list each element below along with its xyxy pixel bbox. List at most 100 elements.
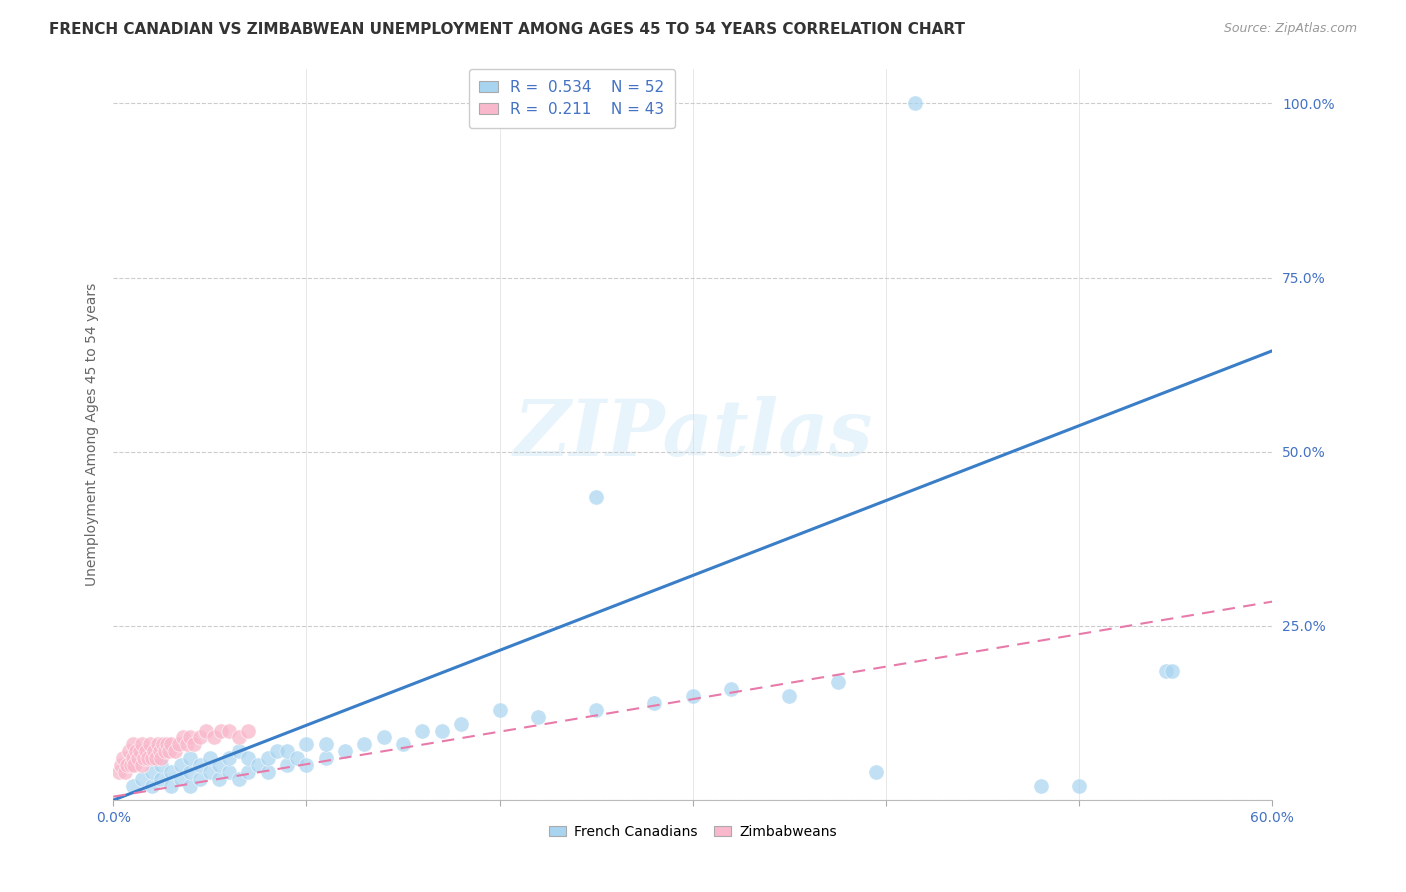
Point	[142, 744, 165, 758]
Point	[131, 772, 153, 787]
Point	[1161, 665, 1184, 679]
Point	[285, 751, 308, 765]
Point	[150, 772, 173, 787]
Point	[295, 738, 318, 752]
Point	[131, 738, 153, 752]
Point	[1029, 779, 1052, 793]
Point	[152, 738, 174, 752]
Point	[156, 738, 179, 752]
Point	[141, 779, 163, 793]
Point	[256, 751, 278, 765]
Point	[179, 779, 201, 793]
Point	[238, 765, 260, 780]
Point	[160, 779, 183, 793]
Point	[198, 765, 221, 780]
Point	[141, 751, 163, 765]
Point	[353, 738, 375, 752]
Point	[136, 751, 159, 765]
Point	[1154, 665, 1177, 679]
Point	[146, 738, 169, 752]
Point	[276, 758, 298, 772]
Point	[194, 723, 217, 738]
Point	[148, 744, 170, 758]
Point	[157, 744, 180, 758]
Point	[115, 758, 138, 772]
Point	[172, 731, 194, 745]
Point	[276, 744, 298, 758]
Text: FRENCH CANADIAN VS ZIMBABWEAN UNEMPLOYMENT AMONG AGES 45 TO 54 YEARS CORRELATION: FRENCH CANADIAN VS ZIMBABWEAN UNEMPLOYME…	[49, 22, 965, 37]
Point	[228, 744, 250, 758]
Point	[108, 765, 131, 780]
Point	[176, 738, 198, 752]
Point	[111, 751, 134, 765]
Point	[132, 751, 155, 765]
Point	[110, 758, 132, 772]
Point	[179, 751, 201, 765]
Point	[121, 738, 143, 752]
Point	[488, 703, 510, 717]
Point	[228, 731, 250, 745]
Point	[209, 723, 232, 738]
Point	[167, 738, 190, 752]
Point	[124, 758, 146, 772]
Point	[865, 765, 887, 780]
Point	[131, 758, 153, 772]
Point	[160, 738, 183, 752]
Point	[129, 744, 152, 758]
Point	[392, 738, 415, 752]
Point	[1069, 779, 1091, 793]
Point	[179, 765, 201, 780]
Point	[188, 758, 211, 772]
Point	[202, 731, 225, 745]
Point	[150, 758, 173, 772]
Point	[170, 772, 193, 787]
Point	[238, 723, 260, 738]
Point	[904, 96, 927, 111]
Point	[183, 738, 205, 752]
Point	[228, 772, 250, 787]
Point	[315, 738, 337, 752]
Point	[114, 765, 136, 780]
Point	[585, 490, 607, 504]
Point	[643, 696, 665, 710]
Point	[139, 738, 162, 752]
Point	[160, 765, 183, 780]
Point	[135, 744, 157, 758]
Point	[585, 703, 607, 717]
Point	[121, 751, 143, 765]
Point	[150, 751, 173, 765]
Point	[125, 744, 148, 758]
Point	[170, 758, 193, 772]
Point	[208, 758, 231, 772]
Point	[120, 758, 142, 772]
Point	[188, 731, 211, 745]
Point	[141, 765, 163, 780]
Point	[145, 751, 167, 765]
Point	[411, 723, 433, 738]
Point	[682, 689, 704, 703]
Point	[163, 744, 186, 758]
Point	[527, 709, 550, 723]
Point	[238, 751, 260, 765]
Point	[827, 674, 849, 689]
Point	[247, 758, 270, 772]
Point	[179, 731, 201, 745]
Point	[218, 765, 240, 780]
Point	[218, 751, 240, 765]
Point	[333, 744, 356, 758]
Point	[373, 731, 395, 745]
Point	[720, 681, 742, 696]
Point	[256, 765, 278, 780]
Point	[450, 716, 472, 731]
Point	[127, 751, 149, 765]
Text: ZIPatlas: ZIPatlas	[513, 396, 873, 473]
Point	[430, 723, 453, 738]
Point	[295, 758, 318, 772]
Point	[266, 744, 288, 758]
Point	[117, 744, 139, 758]
Text: Source: ZipAtlas.com: Source: ZipAtlas.com	[1223, 22, 1357, 36]
Point	[315, 751, 337, 765]
Legend: French Canadians, Zimbabweans: French Canadians, Zimbabweans	[543, 820, 842, 845]
Point	[198, 751, 221, 765]
Y-axis label: Unemployment Among Ages 45 to 54 years: Unemployment Among Ages 45 to 54 years	[86, 283, 100, 586]
